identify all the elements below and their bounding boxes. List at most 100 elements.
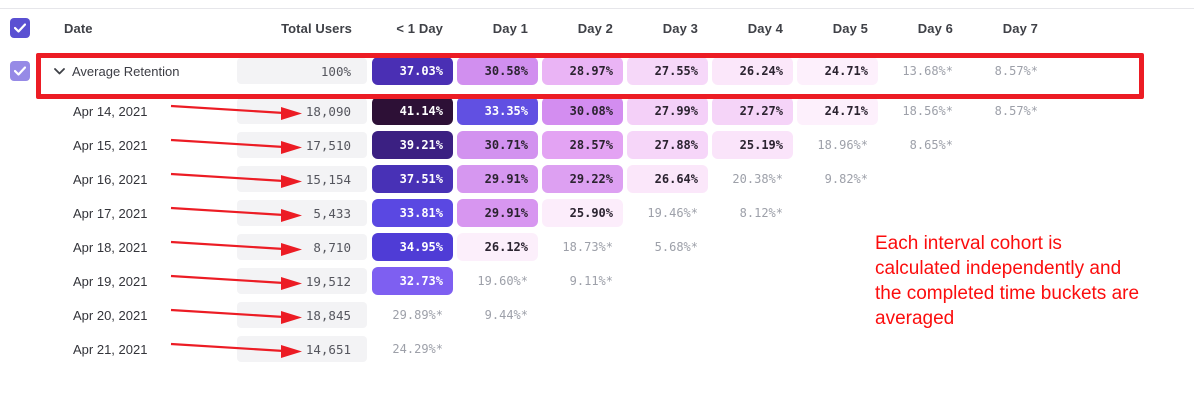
average-row-label-cell: Average Retention	[40, 54, 235, 88]
retention-value-cell[interactable]: 37.51%	[372, 165, 453, 193]
retention-value-cell[interactable]: 27.27%	[712, 97, 793, 125]
date-row: Apr 20, 2021 18,845 29.89%* 9.44%*	[10, 298, 1070, 332]
total-users-cell[interactable]: 18,090	[237, 98, 367, 124]
retention-value-cell[interactable]: 25.90%	[542, 199, 623, 227]
empty-cell	[797, 301, 878, 329]
date-label-cell: Apr 18, 2021	[40, 230, 302, 264]
header-row: Date Total Users < 1 Day Day 1 Day 2 Day 3 D…	[10, 10, 1070, 46]
retention-value-cell[interactable]: 25.19%	[712, 131, 793, 159]
retention-value-cell[interactable]: 37.03%	[372, 57, 453, 85]
header-checkbox-col	[10, 18, 40, 38]
retention-value-cell[interactable]: 13.68%*	[902, 64, 953, 78]
empty-cell	[457, 335, 538, 363]
retention-value-cell[interactable]: 8.57%*	[994, 104, 1038, 118]
column-header-day: Day 2	[577, 20, 613, 36]
retention-value-cell[interactable]: 8.65%*	[909, 138, 953, 152]
total-users-cell[interactable]: 14,651	[237, 336, 367, 362]
retention-value-cell[interactable]: 29.22%	[542, 165, 623, 193]
date-row: Apr 18, 2021 8,710 34.95% 26.12% 18.73%* 5.68…	[10, 230, 1070, 264]
retention-value-cell[interactable]: 32.73%	[372, 267, 453, 295]
average-row-checkbox[interactable]	[10, 61, 30, 81]
retention-value-cell[interactable]: 8.12%*	[739, 206, 783, 220]
column-header-day: Day 4	[747, 20, 783, 36]
retention-value-cell[interactable]: 24.29%*	[392, 342, 443, 356]
empty-cell	[712, 301, 793, 329]
retention-value-cell[interactable]: 5.68%*	[654, 240, 698, 254]
retention-value-cell[interactable]: 29.89%*	[392, 308, 443, 322]
empty-cell	[542, 335, 623, 363]
retention-value-cell[interactable]: 8.57%*	[994, 64, 1038, 78]
retention-value-cell[interactable]: 34.95%	[372, 233, 453, 261]
retention-value-cell[interactable]: 29.91%	[457, 199, 538, 227]
date-label-cell: Apr 15, 2021	[40, 128, 302, 162]
column-header-day: Day 3	[662, 20, 698, 36]
empty-cell	[882, 165, 963, 193]
column-header-day: Day 1	[492, 20, 528, 36]
total-users-cell[interactable]: 17,510	[237, 132, 367, 158]
retention-value-cell[interactable]: 41.14%	[372, 97, 453, 125]
retention-value-cell[interactable]: 26.64%	[627, 165, 708, 193]
date-row: Apr 15, 2021 17,510 39.21% 30.71% 28.57% 27.8…	[10, 128, 1070, 162]
date-label-cell: Apr 21, 2021	[40, 332, 302, 366]
retention-value-cell[interactable]: 33.81%	[372, 199, 453, 227]
empty-cell	[627, 301, 708, 329]
retention-value-cell[interactable]: 19.60%*	[477, 274, 528, 288]
retention-value-cell[interactable]: 18.56%*	[902, 104, 953, 118]
date-label: Apr 17, 2021	[73, 205, 148, 221]
date-label: Apr 18, 2021	[73, 239, 148, 255]
retention-value-cell[interactable]: 29.91%	[457, 165, 538, 193]
average-total-cell[interactable]: 100%	[237, 58, 367, 84]
retention-value-cell[interactable]: 20.38%*	[732, 172, 783, 186]
retention-value-cell[interactable]: 30.08%	[542, 97, 623, 125]
retention-value-cell[interactable]: 9.11%*	[569, 274, 613, 288]
retention-value-cell[interactable]: 19.46%*	[647, 206, 698, 220]
retention-value-cell[interactable]: 30.71%	[457, 131, 538, 159]
select-all-checkbox[interactable]	[10, 18, 30, 38]
empty-cell	[882, 233, 963, 261]
empty-cell	[882, 267, 963, 295]
retention-value-cell[interactable]: 9.82%*	[824, 172, 868, 186]
empty-cell	[627, 335, 708, 363]
retention-value-cell[interactable]: 26.12%	[457, 233, 538, 261]
column-header-day: < 1 Day	[396, 20, 443, 36]
retention-value-cell[interactable]: 18.73%*	[562, 240, 613, 254]
retention-table: Date Total Users < 1 Day Day 1 Day 2 Day 3 D…	[10, 10, 1070, 366]
empty-cell	[797, 199, 878, 227]
retention-value-cell[interactable]: 26.24%	[712, 57, 793, 85]
column-header-date: Date	[64, 20, 93, 36]
retention-value-cell[interactable]: 24.71%	[797, 97, 878, 125]
retention-value-cell[interactable]: 33.35%	[457, 97, 538, 125]
total-users-cell[interactable]: 8,710	[237, 234, 367, 260]
date-row: Apr 16, 2021 15,154 37.51% 29.91% 29.22% 26.6…	[10, 162, 1070, 196]
empty-cell	[967, 335, 1048, 363]
date-label: Apr 16, 2021	[73, 171, 148, 187]
empty-cell	[712, 233, 793, 261]
retention-value-cell[interactable]: 28.97%	[542, 57, 623, 85]
empty-cell	[882, 199, 963, 227]
retention-value-cell[interactable]: 39.21%	[372, 131, 453, 159]
retention-value-cell[interactable]: 24.71%	[797, 57, 878, 85]
retention-value-cell[interactable]: 27.55%	[627, 57, 708, 85]
date-label: Apr 20, 2021	[73, 307, 148, 323]
empty-cell	[712, 335, 793, 363]
date-row: Apr 14, 2021 18,090 41.14% 33.35% 30.08% 27.9…	[10, 94, 1070, 128]
total-users-cell[interactable]: 5,433	[237, 200, 367, 226]
empty-cell	[882, 335, 963, 363]
date-label: Apr 19, 2021	[73, 273, 148, 289]
header-divider	[0, 8, 1194, 9]
retention-value-cell[interactable]: 27.88%	[627, 131, 708, 159]
empty-cell	[797, 233, 878, 261]
retention-value-cell[interactable]: 27.99%	[627, 97, 708, 125]
date-label-cell: Apr 17, 2021	[40, 196, 302, 230]
retention-value-cell[interactable]: 9.44%*	[484, 308, 528, 322]
empty-cell	[542, 301, 623, 329]
total-users-cell[interactable]: 18,845	[237, 302, 367, 328]
chevron-down-icon[interactable]	[54, 67, 65, 75]
date-label: Apr 21, 2021	[73, 341, 148, 357]
retention-value-cell[interactable]: 30.58%	[457, 57, 538, 85]
total-users-cell[interactable]: 15,154	[237, 166, 367, 192]
total-users-cell[interactable]: 19,512	[237, 268, 367, 294]
retention-value-cell[interactable]: 18.96%*	[817, 138, 868, 152]
retention-value-cell[interactable]: 28.57%	[542, 131, 623, 159]
